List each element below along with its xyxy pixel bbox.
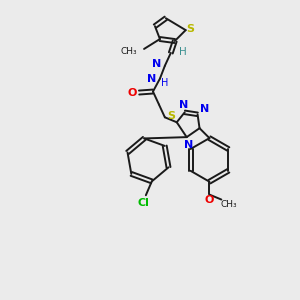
Text: CH₃: CH₃ <box>221 200 238 209</box>
Text: CH₃: CH₃ <box>121 47 137 56</box>
Text: S: S <box>167 111 175 121</box>
Text: N: N <box>184 140 193 150</box>
Text: H: H <box>161 78 169 88</box>
Text: N: N <box>152 59 162 69</box>
Text: N: N <box>179 100 188 110</box>
Text: N: N <box>147 74 157 84</box>
Text: S: S <box>187 24 195 34</box>
Text: O: O <box>128 88 137 98</box>
Text: O: O <box>205 194 214 205</box>
Text: Cl: Cl <box>138 198 150 208</box>
Text: N: N <box>200 104 209 114</box>
Text: H: H <box>179 47 187 57</box>
